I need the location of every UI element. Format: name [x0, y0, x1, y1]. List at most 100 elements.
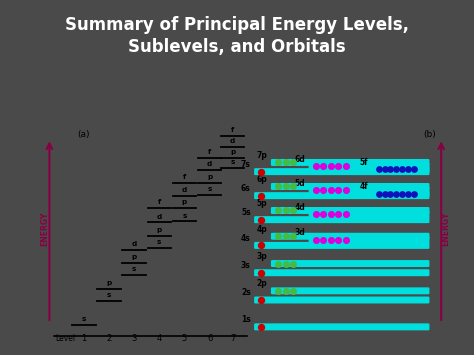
- Text: p: p: [182, 200, 187, 206]
- FancyBboxPatch shape: [271, 207, 429, 214]
- Text: p: p: [230, 149, 235, 155]
- Text: 3p: 3p: [257, 252, 267, 261]
- Text: p: p: [207, 174, 212, 180]
- Point: [274, 184, 282, 189]
- Text: f: f: [231, 127, 234, 133]
- Point: [274, 288, 282, 294]
- Point: [392, 166, 400, 172]
- Point: [398, 191, 406, 197]
- Text: s: s: [208, 186, 212, 192]
- Point: [398, 166, 406, 172]
- Text: 4: 4: [157, 334, 162, 343]
- Point: [404, 191, 412, 197]
- Point: [381, 166, 388, 172]
- Point: [282, 184, 289, 189]
- Text: 5: 5: [182, 334, 187, 343]
- Point: [282, 160, 289, 165]
- Text: 6s: 6s: [241, 184, 251, 193]
- Point: [335, 211, 342, 217]
- Text: 4d: 4d: [294, 203, 305, 212]
- Point: [375, 191, 383, 197]
- Point: [387, 166, 394, 172]
- Text: 6: 6: [207, 334, 212, 343]
- Point: [319, 211, 327, 217]
- FancyBboxPatch shape: [271, 260, 429, 267]
- Text: (b): (b): [424, 130, 437, 139]
- Text: 7s: 7s: [241, 160, 251, 169]
- Text: ENERGY: ENERGY: [40, 212, 49, 246]
- Point: [257, 193, 265, 198]
- Point: [319, 237, 327, 243]
- FancyBboxPatch shape: [271, 159, 429, 166]
- Text: 2p: 2p: [257, 279, 267, 288]
- Text: s: s: [157, 239, 162, 245]
- FancyBboxPatch shape: [254, 242, 429, 249]
- Text: 5s: 5s: [241, 208, 251, 217]
- Point: [327, 187, 335, 193]
- Point: [312, 187, 319, 193]
- FancyBboxPatch shape: [271, 233, 429, 240]
- Text: 3s: 3s: [241, 261, 251, 270]
- Text: 6d: 6d: [294, 154, 305, 164]
- FancyBboxPatch shape: [254, 168, 429, 175]
- Text: d: d: [157, 214, 162, 220]
- Text: ENERGY: ENERGY: [441, 212, 450, 246]
- Point: [289, 288, 297, 294]
- Point: [312, 211, 319, 217]
- Text: 7p: 7p: [256, 151, 267, 160]
- Text: d: d: [131, 241, 137, 247]
- Point: [257, 217, 265, 223]
- FancyBboxPatch shape: [254, 269, 429, 276]
- Text: d: d: [230, 138, 235, 144]
- FancyBboxPatch shape: [254, 296, 429, 304]
- Point: [274, 208, 282, 213]
- Point: [327, 163, 335, 169]
- Text: 4p: 4p: [257, 225, 267, 234]
- Point: [282, 208, 289, 213]
- Point: [335, 163, 342, 169]
- Point: [312, 237, 319, 243]
- Point: [387, 191, 394, 197]
- Point: [335, 237, 342, 243]
- Point: [342, 211, 350, 217]
- Text: f: f: [183, 174, 186, 180]
- FancyBboxPatch shape: [254, 216, 429, 223]
- FancyBboxPatch shape: [372, 166, 429, 173]
- Text: s: s: [132, 266, 137, 272]
- Point: [335, 187, 342, 193]
- Text: f: f: [208, 149, 211, 155]
- Point: [327, 211, 335, 217]
- FancyBboxPatch shape: [309, 211, 429, 218]
- FancyBboxPatch shape: [254, 323, 429, 331]
- Point: [289, 160, 297, 165]
- Point: [257, 242, 265, 248]
- Text: Level: Level: [55, 334, 76, 343]
- Text: f: f: [158, 200, 161, 206]
- Point: [404, 166, 412, 172]
- Point: [257, 169, 265, 174]
- FancyBboxPatch shape: [271, 183, 429, 190]
- Text: 2s: 2s: [241, 288, 251, 297]
- Text: s: s: [107, 292, 111, 298]
- Point: [257, 270, 265, 275]
- Point: [392, 191, 400, 197]
- Point: [342, 187, 350, 193]
- Point: [274, 261, 282, 266]
- FancyBboxPatch shape: [271, 287, 429, 294]
- Point: [289, 261, 297, 266]
- Point: [381, 191, 388, 197]
- Text: 5d: 5d: [295, 179, 305, 187]
- Text: 3: 3: [131, 334, 137, 343]
- Text: 4f: 4f: [360, 182, 368, 191]
- Point: [289, 208, 297, 213]
- Point: [327, 237, 335, 243]
- Text: 1s: 1s: [241, 315, 251, 324]
- Text: s: s: [82, 316, 86, 322]
- Text: 1: 1: [81, 334, 86, 343]
- Point: [257, 297, 265, 303]
- Text: (a): (a): [77, 130, 90, 139]
- Text: p: p: [106, 280, 111, 286]
- Point: [282, 233, 289, 239]
- Text: s: s: [230, 159, 235, 165]
- Text: 5p: 5p: [257, 199, 267, 208]
